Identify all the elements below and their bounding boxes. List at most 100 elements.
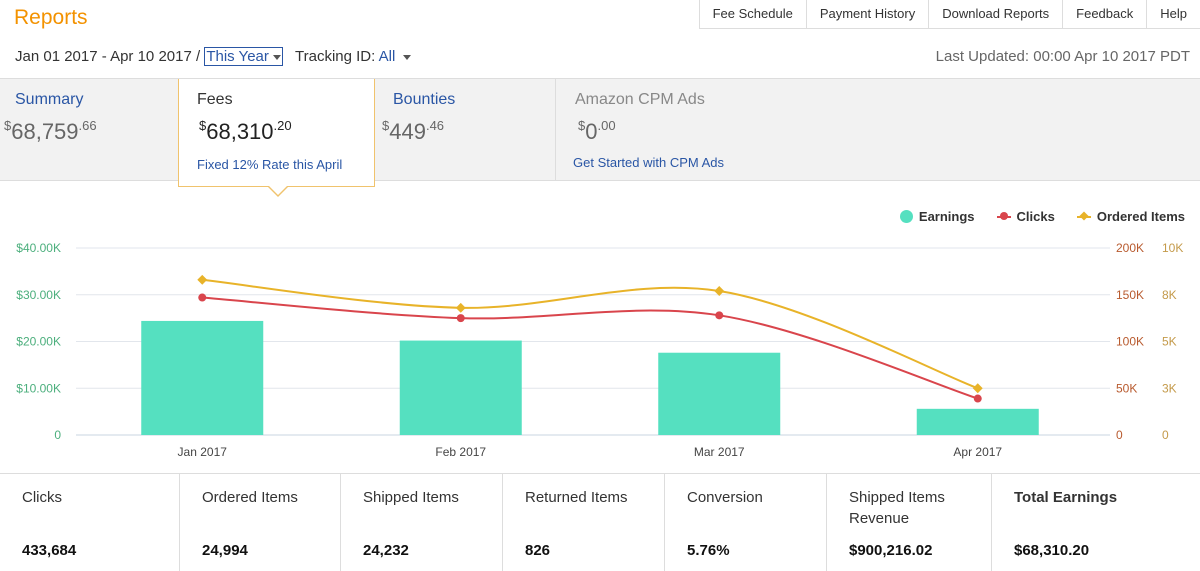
- legend-earnings-swatch: [899, 210, 913, 223]
- stat-clicks: Clicks 433,684: [0, 474, 180, 571]
- tab-pointer-fill: [268, 185, 288, 195]
- stat-shipped-revenue: Shipped Items Revenue $900,216.02: [827, 474, 992, 571]
- report-header: Reports Fee Schedule Payment History Dow…: [0, 0, 1200, 78]
- stat-label: Total Earnings: [1014, 489, 1118, 506]
- chart-legend: Earnings Clicks Ordered Items: [899, 209, 1185, 224]
- clicks-point: [715, 311, 724, 320]
- right-axis-clicks-tick: 150K: [1116, 288, 1144, 302]
- date-range-text: Jan 01 2017 - Apr 10 2017 /: [15, 48, 201, 65]
- stat-label: Conversion: [687, 489, 763, 506]
- ordered-items-point: [714, 286, 725, 296]
- period-selected: This Year: [206, 48, 269, 65]
- legend-earnings[interactable]: Earnings: [899, 209, 975, 224]
- right-axis-clicks-tick: 0: [1116, 428, 1123, 442]
- earnings-bar: [916, 408, 1039, 435]
- tracking-value: All: [378, 48, 396, 65]
- last-updated: Last Updated: 00:00 Apr 10 2017 PDT: [935, 48, 1190, 65]
- right-axis-items-tick: 5K: [1162, 335, 1177, 349]
- top-navigation: Fee Schedule Payment History Download Re…: [698, 0, 1200, 29]
- clicks-point: [973, 394, 982, 403]
- stats-bar: Clicks 433,684 Ordered Items 24,994 Ship…: [0, 473, 1200, 571]
- tab-bounties-amount: $449.46: [382, 118, 445, 144]
- right-axis-clicks-tick: 50K: [1116, 381, 1137, 395]
- stat-value: $68,310.20: [1014, 542, 1090, 559]
- tab-cpm-label: Amazon CPM Ads: [575, 91, 705, 108]
- chevron-down-icon: [272, 54, 281, 60]
- stat-shipped-items: Shipped Items 24,232: [341, 474, 503, 571]
- period-dropdown[interactable]: This Year: [204, 47, 283, 66]
- stat-label: Returned Items: [525, 489, 628, 506]
- right-axis-clicks-tick: 100K: [1116, 335, 1144, 349]
- stat-label: Shipped Items Revenue: [849, 489, 945, 527]
- right-axis-clicks-tick: 200K: [1116, 241, 1144, 255]
- ordered-items-point: [972, 383, 983, 394]
- earnings-chart: 0 0 0 $10.00K 50K 3K $20.00K 100K 5K $30.00K 150K 8…: [16, 241, 1183, 459]
- tab-summary-amount: $68,759.66: [4, 118, 97, 144]
- tab-fees[interactable]: Fees $68,310.20 Fixed 12% Rate this Apri…: [178, 79, 375, 197]
- page-title: Reports: [14, 6, 88, 29]
- payment-history-link[interactable]: Payment History: [807, 0, 930, 28]
- date-range: Jan 01 2017 - Apr 10 2017 / This Year: [15, 47, 283, 66]
- tab-cpm-amount: $0.00: [578, 118, 616, 144]
- x-axis-label: Jan 2017: [178, 445, 228, 459]
- x-axis-label: Apr 2017: [953, 445, 1002, 459]
- ordered-items-point: [455, 302, 466, 313]
- stat-total-earnings: Total Earnings $68,310.20: [992, 474, 1200, 571]
- tab-summary[interactable]: Summary $68,759.66: [0, 79, 178, 180]
- x-axis-label: Feb 2017: [435, 445, 486, 459]
- help-link[interactable]: Help: [1160, 6, 1187, 21]
- right-axis-items-tick: 8K: [1162, 288, 1177, 302]
- download-reports-link[interactable]: Download Reports: [929, 0, 1064, 28]
- earnings-bar: [141, 320, 264, 435]
- stat-value: 5.76%: [687, 542, 730, 559]
- earnings-bar: [399, 340, 522, 435]
- fees-rate-link[interactable]: Fixed 12% Rate this April: [197, 157, 343, 172]
- tracking-label: Tracking ID:: [295, 48, 376, 65]
- tab-fees-label: Fees: [197, 91, 233, 108]
- stat-value: 826: [525, 542, 551, 559]
- left-axis-tick: $40.00K: [16, 241, 61, 255]
- stat-returned-items: Returned Items 826: [503, 474, 665, 571]
- chevron-down-icon: [403, 54, 412, 60]
- cpm-get-started-link[interactable]: Get Started with CPM Ads: [573, 155, 725, 170]
- tab-fees-amount: $68,310.20: [199, 118, 292, 144]
- x-axis-label: Mar 2017: [694, 445, 745, 459]
- legend-ordered-items[interactable]: Ordered Items: [1076, 209, 1185, 224]
- earnings-bar: [658, 352, 781, 435]
- tracking-id-filter[interactable]: Tracking ID: All: [295, 48, 412, 65]
- tab-bounties[interactable]: Bounties $449.46: [378, 79, 556, 180]
- legend-earnings-label: Earnings: [918, 209, 975, 224]
- clicks-line: [202, 296, 979, 400]
- report-tabs: Summary $68,759.66 Fees $68,310.20 Fixed…: [0, 78, 1200, 197]
- left-axis-tick: 0: [54, 428, 61, 442]
- tab-cpm-ads[interactable]: Amazon CPM Ads $0.00 Get Started with CP…: [556, 79, 816, 180]
- right-axis-items-tick: 0: [1162, 428, 1169, 442]
- ordered-items-point: [197, 274, 208, 285]
- legend-ordered-items-label: Ordered Items: [1096, 209, 1185, 224]
- legend-clicks-swatch: [996, 210, 1011, 223]
- stat-ordered-items: Ordered Items 24,994: [180, 474, 341, 571]
- legend-ordered-items-swatch: [1076, 210, 1091, 223]
- fee-schedule-link[interactable]: Fee Schedule: [700, 0, 807, 28]
- stat-label: Ordered Items: [202, 489, 298, 506]
- feedback-link[interactable]: Feedback: [1063, 0, 1148, 28]
- stat-label: Clicks: [22, 489, 62, 506]
- legend-clicks[interactable]: Clicks: [996, 209, 1055, 224]
- stat-value: $900,216.02: [849, 542, 933, 559]
- right-axis-items-tick: 10K: [1162, 241, 1183, 255]
- stat-conversion: Conversion 5.76%: [665, 474, 827, 571]
- stat-value: 433,684: [22, 542, 77, 559]
- stat-value: 24,994: [202, 542, 248, 559]
- tab-bounties-label: Bounties: [393, 91, 456, 108]
- stat-value: 24,232: [363, 542, 409, 559]
- tab-summary-label: Summary: [15, 91, 84, 108]
- legend-clicks-label: Clicks: [1016, 209, 1055, 224]
- ordered-items-line: [202, 278, 979, 390]
- left-axis-tick: $30.00K: [16, 288, 61, 302]
- clicks-point: [456, 314, 465, 323]
- clicks-point: [198, 293, 207, 302]
- right-axis-items-tick: 3K: [1162, 381, 1177, 395]
- left-axis-tick: $10.00K: [16, 381, 61, 395]
- left-axis-tick: $20.00K: [16, 335, 61, 349]
- stat-label: Shipped Items: [363, 489, 459, 506]
